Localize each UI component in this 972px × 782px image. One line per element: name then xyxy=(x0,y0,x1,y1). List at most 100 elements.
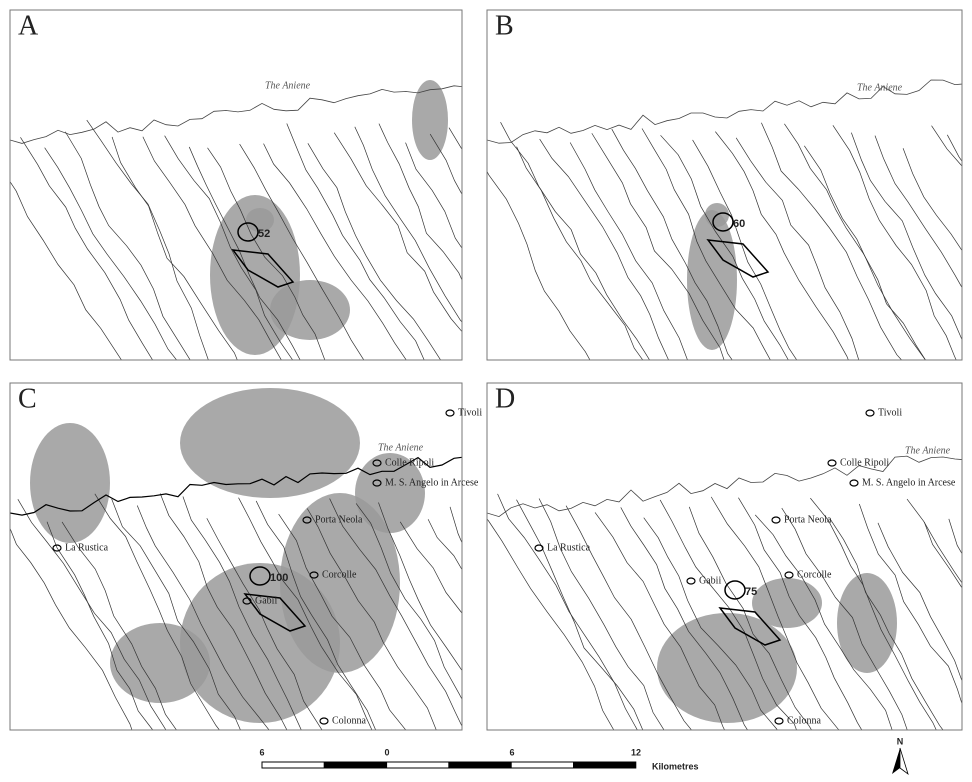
stream xyxy=(738,497,863,730)
stream xyxy=(142,136,282,360)
stream xyxy=(591,133,725,360)
stream xyxy=(781,507,908,730)
stream xyxy=(164,135,294,360)
north-label: N xyxy=(897,736,904,746)
place-label: La Rustica xyxy=(65,542,109,553)
place-label: Gabii xyxy=(255,595,277,606)
river xyxy=(10,456,462,516)
stream xyxy=(44,147,178,360)
stream xyxy=(688,506,812,730)
place-outline xyxy=(52,544,62,552)
stream xyxy=(660,135,789,360)
site-value: 100 xyxy=(270,572,288,584)
river-label: The Aniene xyxy=(905,445,951,456)
place-label: M. S. Angelo in Arcese xyxy=(385,477,479,488)
stream xyxy=(405,142,462,249)
land-cover-area xyxy=(280,493,400,673)
stream xyxy=(851,132,962,341)
stream xyxy=(804,145,926,360)
stream xyxy=(10,180,122,360)
stream xyxy=(538,498,665,730)
panel-letter: B xyxy=(495,10,514,41)
place-outline xyxy=(372,459,382,467)
site-value: 52 xyxy=(258,228,270,240)
place-outline xyxy=(372,479,382,487)
panel-content xyxy=(10,388,462,730)
stream xyxy=(238,497,373,730)
river xyxy=(10,85,462,144)
stream xyxy=(620,507,748,730)
land-cover-area xyxy=(687,210,737,350)
place-outline xyxy=(686,577,696,585)
land-cover-area xyxy=(30,423,110,543)
place-label: Tivoli xyxy=(878,407,902,418)
stream xyxy=(278,513,407,730)
site-outline xyxy=(249,566,271,586)
river xyxy=(487,79,962,144)
north-arrow xyxy=(892,748,900,774)
place-label: Corcolle xyxy=(322,569,357,580)
stream xyxy=(399,521,462,614)
stream xyxy=(594,512,725,730)
stream xyxy=(874,135,962,289)
place-label: La Rustica xyxy=(547,542,591,553)
north-arrow xyxy=(899,747,909,776)
stream xyxy=(46,521,153,730)
stream xyxy=(487,170,591,360)
land-cover-area xyxy=(270,280,350,340)
stream xyxy=(17,499,167,730)
stream xyxy=(539,138,669,360)
panel-frame xyxy=(486,382,963,731)
map-panel: D The Aniene 75 Tivoli Colle Ripoli M. S. Ang… xyxy=(486,382,963,731)
stream xyxy=(329,498,462,728)
panel-letter: A xyxy=(18,10,39,41)
land-cover-area xyxy=(657,613,797,723)
site-value: 75 xyxy=(745,586,757,598)
scale-segment xyxy=(323,761,388,769)
place-label: M. S. Angelo in Arcese xyxy=(862,477,956,488)
stream xyxy=(61,521,177,730)
scale-unit: Kilometres xyxy=(652,761,699,771)
stream xyxy=(263,143,407,360)
land-cover-area xyxy=(412,80,448,160)
stream xyxy=(858,503,962,705)
scale-label: 12 xyxy=(631,747,641,757)
stream xyxy=(65,131,191,360)
stream xyxy=(20,137,154,360)
scale-segment xyxy=(510,761,575,769)
scale-segment xyxy=(386,761,450,769)
land-cover-area xyxy=(180,388,360,498)
stream xyxy=(754,514,893,730)
scale-label: 6 xyxy=(509,747,514,757)
place-label: Gabii xyxy=(699,575,721,586)
stream xyxy=(565,505,692,730)
panel-letter: D xyxy=(495,383,515,414)
stream xyxy=(86,119,209,360)
stream xyxy=(659,499,797,730)
stream xyxy=(188,146,301,360)
stream xyxy=(500,122,651,360)
stream xyxy=(239,143,365,360)
stream xyxy=(182,496,302,730)
site-outline xyxy=(724,580,746,600)
stream xyxy=(735,137,860,360)
stream xyxy=(810,497,937,730)
panel-content xyxy=(10,80,462,360)
stream xyxy=(207,147,326,360)
stream xyxy=(136,505,270,730)
scale-segment xyxy=(448,761,512,769)
stream xyxy=(761,122,903,360)
place-outline xyxy=(827,459,837,467)
panel-content xyxy=(487,79,962,360)
place-outline xyxy=(445,409,455,417)
place-outline xyxy=(865,409,875,417)
place-label: Colonna xyxy=(787,715,821,726)
stream xyxy=(427,519,462,571)
place-outline xyxy=(309,571,319,579)
place-outline xyxy=(849,479,859,487)
scale-label: 0 xyxy=(384,747,389,757)
stream xyxy=(206,518,323,730)
river-label: The Aniene xyxy=(857,82,903,93)
place-outline xyxy=(784,571,794,579)
place-outline xyxy=(242,597,252,605)
